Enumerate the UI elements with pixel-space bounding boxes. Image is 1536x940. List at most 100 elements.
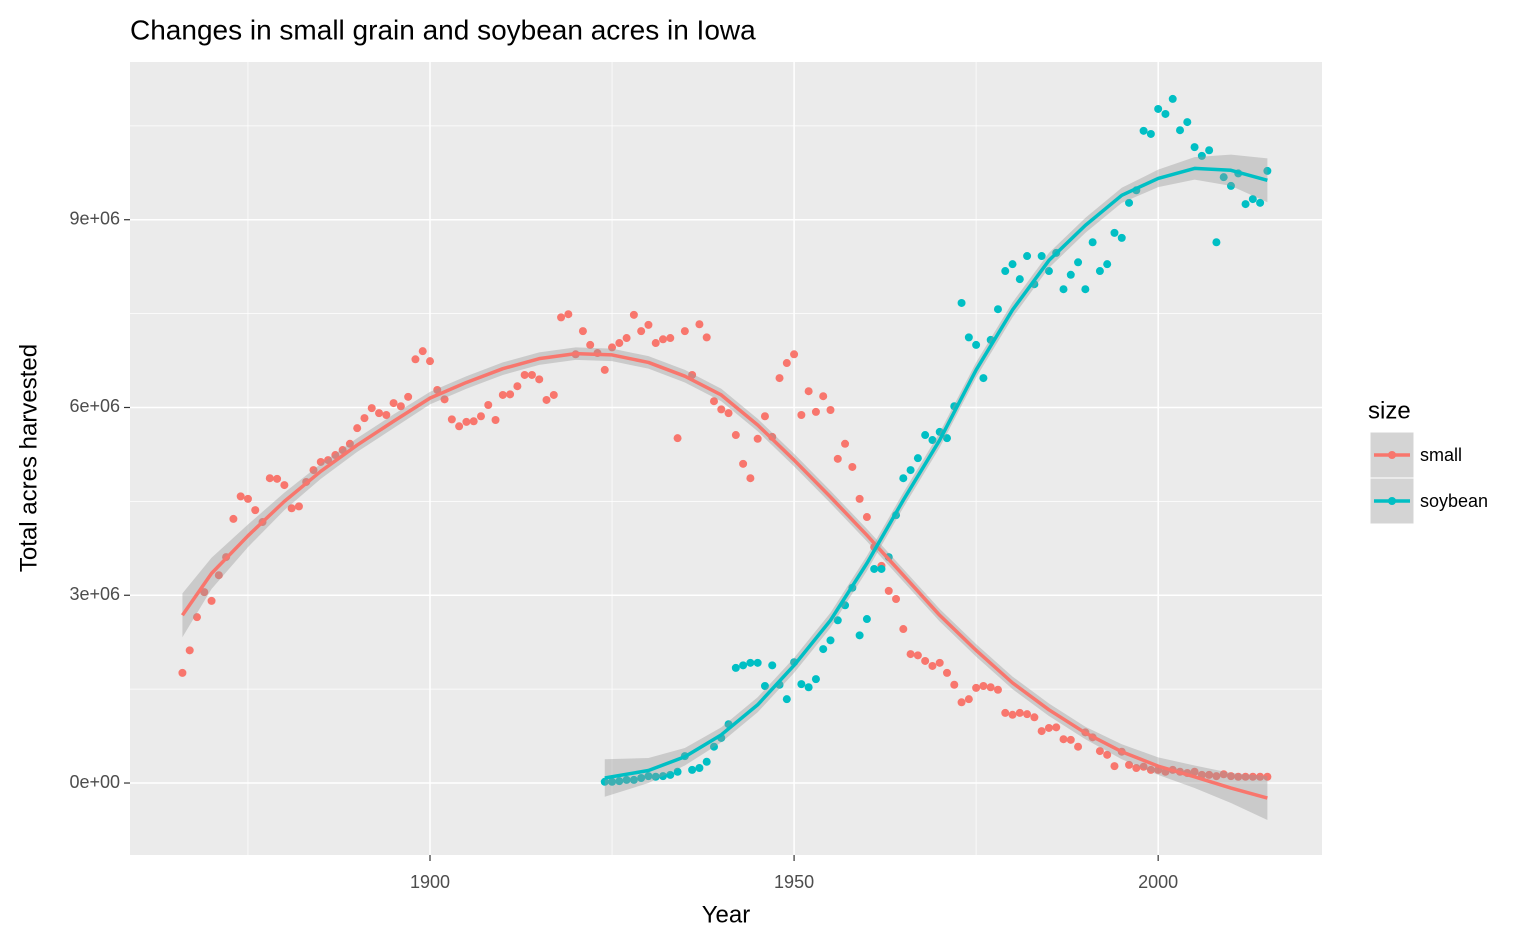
data-point xyxy=(724,409,733,418)
data-point xyxy=(1190,767,1199,776)
data-point xyxy=(1095,747,1104,756)
data-point xyxy=(1074,258,1083,267)
x-tick-label: 2000 xyxy=(1138,872,1178,892)
data-point xyxy=(294,502,303,511)
data-point xyxy=(841,439,850,448)
y-tick-label: 3e+06 xyxy=(69,584,120,604)
data-point xyxy=(862,615,871,624)
data-point xyxy=(520,370,529,379)
data-point xyxy=(921,431,930,440)
x-axis-title: Year xyxy=(702,901,751,928)
data-point xyxy=(1168,94,1177,103)
data-point xyxy=(1008,260,1017,269)
data-point xyxy=(797,411,806,420)
data-point xyxy=(1183,118,1192,127)
data-point xyxy=(928,436,937,445)
data-point xyxy=(564,310,573,319)
x-tick-label: 1950 xyxy=(774,872,814,892)
data-point xyxy=(1001,267,1010,276)
data-point xyxy=(957,698,966,707)
data-point xyxy=(200,588,209,597)
data-point xyxy=(1139,762,1148,771)
data-point xyxy=(1052,723,1061,732)
data-point xyxy=(746,658,755,667)
data-point xyxy=(811,675,820,684)
data-point xyxy=(476,412,485,421)
data-point xyxy=(207,596,216,605)
data-point xyxy=(1219,770,1228,779)
data-point xyxy=(921,656,930,665)
data-point xyxy=(731,431,740,440)
data-point xyxy=(622,334,631,343)
legend-title: size xyxy=(1368,397,1411,424)
data-point xyxy=(1146,129,1155,138)
data-point xyxy=(870,564,879,573)
data-point xyxy=(243,494,252,503)
data-point xyxy=(739,661,748,670)
data-point xyxy=(826,405,835,414)
data-point xyxy=(1066,270,1075,279)
data-point xyxy=(353,424,362,433)
data-point xyxy=(1030,713,1039,722)
data-point xyxy=(1088,238,1097,247)
data-point xyxy=(1110,228,1119,237)
data-point xyxy=(185,646,194,655)
data-point xyxy=(644,320,653,329)
data-point xyxy=(462,417,471,426)
legend-label: soybean xyxy=(1420,491,1488,511)
data-point xyxy=(324,456,333,465)
data-point xyxy=(659,335,668,344)
data-point xyxy=(913,454,922,463)
data-point xyxy=(1139,126,1148,135)
data-point xyxy=(1205,146,1214,155)
data-point xyxy=(906,650,915,659)
data-point xyxy=(578,327,587,336)
data-point xyxy=(877,564,886,573)
data-point xyxy=(506,390,515,399)
data-point xyxy=(819,392,828,401)
data-point xyxy=(899,474,908,483)
data-point xyxy=(913,651,922,660)
data-point xyxy=(280,481,289,490)
data-point xyxy=(469,417,478,426)
data-point xyxy=(709,397,718,406)
legend-point xyxy=(1388,451,1396,459)
data-point xyxy=(637,327,646,336)
data-point xyxy=(964,695,973,704)
data-point xyxy=(855,631,864,640)
data-point xyxy=(608,777,617,786)
data-point xyxy=(717,405,726,414)
data-point xyxy=(1219,173,1228,182)
data-point xyxy=(695,320,704,329)
data-point xyxy=(855,494,864,503)
data-point xyxy=(1146,765,1155,774)
data-point xyxy=(731,663,740,672)
data-point xyxy=(644,772,653,781)
data-point xyxy=(942,434,951,443)
data-point xyxy=(942,668,951,677)
data-point xyxy=(1226,181,1235,190)
data-point xyxy=(1103,750,1112,759)
data-point xyxy=(899,625,908,634)
data-point xyxy=(557,313,566,322)
data-point xyxy=(316,457,325,466)
data-point xyxy=(236,492,245,501)
y-tick-label: 6e+06 xyxy=(69,396,120,416)
data-point xyxy=(659,772,668,781)
data-point xyxy=(1226,772,1235,781)
data-point xyxy=(367,404,376,413)
data-point xyxy=(760,682,769,691)
data-point xyxy=(382,411,391,420)
data-point xyxy=(426,357,435,366)
data-point xyxy=(629,310,638,319)
data-point xyxy=(760,412,769,421)
data-point xyxy=(1044,267,1053,276)
data-point xyxy=(753,658,762,667)
data-point xyxy=(695,764,704,773)
data-point xyxy=(804,683,813,692)
data-point xyxy=(651,339,660,348)
data-point xyxy=(688,765,697,774)
data-point xyxy=(935,658,944,667)
data-point xyxy=(1015,708,1024,717)
